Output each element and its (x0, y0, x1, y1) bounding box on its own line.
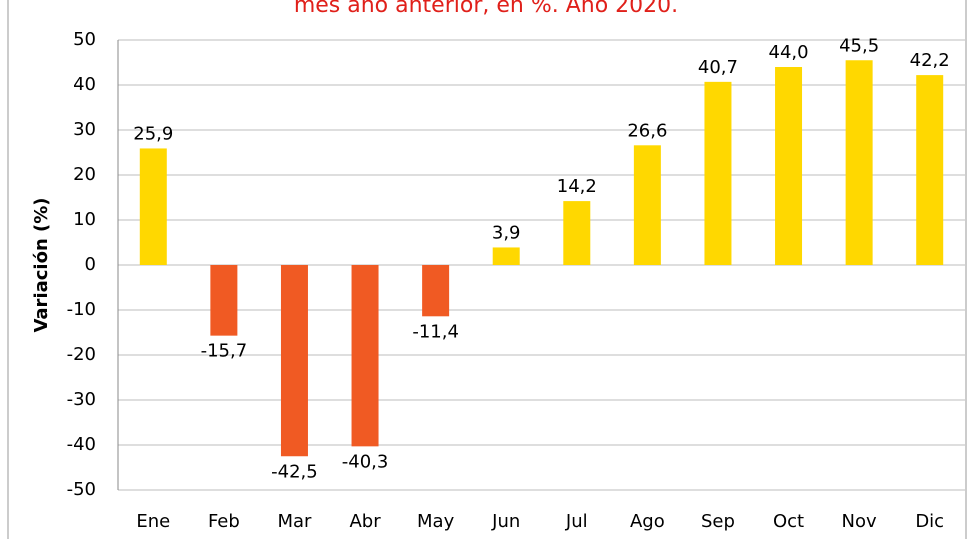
bar (139, 148, 167, 265)
bar (210, 265, 238, 336)
x-tick-label: Feb (208, 511, 240, 532)
y-tick-label: -10 (67, 299, 96, 320)
bar (422, 265, 450, 317)
bar (492, 247, 520, 265)
x-tick-label: Mar (277, 511, 312, 532)
bar (845, 60, 873, 265)
chart-title: mes año anterior, en %. Año 2020. (294, 0, 678, 18)
value-label: 3,9 (492, 222, 521, 243)
frame (7, 0, 967, 539)
value-label: -40,3 (342, 451, 389, 472)
y-tick-label: 50 (73, 29, 96, 50)
x-tick-label: Ago (630, 511, 665, 532)
value-label: 44,0 (769, 42, 809, 63)
bar (280, 265, 308, 457)
bar (704, 81, 732, 265)
value-label: 40,7 (698, 57, 738, 78)
y-axis-label: Variación (%) (31, 197, 52, 332)
value-label: -42,5 (271, 461, 318, 482)
value-label: 42,2 (910, 50, 950, 71)
y-tick-label: 30 (73, 119, 96, 140)
bar (633, 145, 661, 265)
x-tick-label: Abr (349, 511, 381, 532)
y-tick-label: -50 (67, 479, 96, 500)
value-label: 45,5 (839, 35, 879, 56)
y-tick-label: 20 (73, 164, 96, 185)
y-tick-label: 40 (73, 74, 96, 95)
x-tick-label: Jun (491, 511, 520, 532)
bar (351, 265, 379, 447)
bar (775, 67, 803, 265)
x-tick-label: Nov (842, 511, 877, 532)
x-tick-label: Jul (565, 511, 588, 532)
y-tick-label: 10 (73, 209, 96, 230)
value-label: -15,7 (201, 341, 248, 362)
x-tick-label: Dic (915, 511, 944, 532)
y-tick-label: -20 (67, 344, 96, 365)
value-label: 26,6 (627, 120, 667, 141)
bar (563, 201, 591, 265)
bar (916, 75, 944, 265)
value-label: 25,9 (133, 123, 173, 144)
x-tick-label: Sep (701, 511, 735, 532)
y-tick-label: -30 (67, 389, 96, 410)
value-label: 14,2 (557, 176, 597, 197)
x-tick-label: Ene (136, 511, 170, 532)
x-tick-label: Oct (773, 511, 804, 532)
value-label: -11,4 (412, 321, 459, 342)
y-tick-label: -40 (67, 434, 96, 455)
x-tick-label: May (417, 511, 455, 532)
y-tick-label: 0 (85, 254, 96, 275)
